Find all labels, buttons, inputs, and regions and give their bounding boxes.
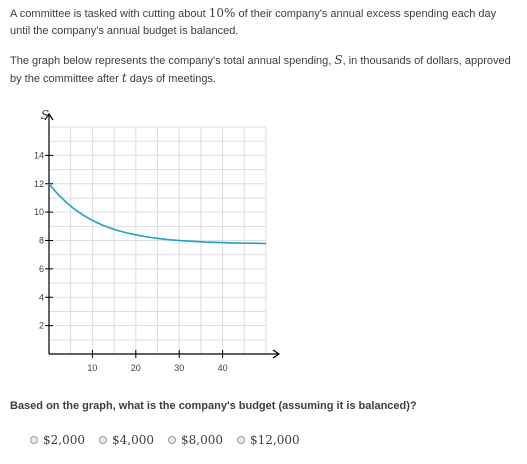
intro-text: days of meetings. (126, 73, 216, 85)
spending-curve (48, 183, 267, 245)
radio-button[interactable] (237, 436, 245, 444)
choice-3[interactable]: $8,000 (168, 433, 223, 447)
percent-value: 10% (208, 6, 236, 20)
chart-axes (44, 112, 281, 359)
choice-4[interactable]: $12,000 (237, 433, 300, 447)
radio-button[interactable] (30, 436, 38, 444)
intro-paragraph-1: A committee is tasked with cutting about… (10, 5, 518, 40)
y-tick-label: 12 (34, 179, 44, 189)
choice-label: $12,000 (250, 433, 300, 447)
question-text: Based on the graph, what is the company'… (10, 400, 417, 412)
chart-series (48, 183, 267, 245)
chart-grid (49, 126, 267, 354)
y-tick-label: 4 (39, 292, 44, 302)
y-axis-label: S (41, 108, 49, 122)
x-tick-label: 20 (131, 363, 141, 373)
x-tick-label: 30 (174, 363, 184, 373)
x-tick-label: 10 (87, 363, 97, 373)
chart-ticks: 10 20 30 40 2 4 6 8 10 12 14 (34, 150, 228, 373)
intro-text: A committee is tasked with cutting about (10, 8, 209, 20)
y-tick-label: 6 (39, 264, 44, 274)
y-tick-label: 14 (34, 150, 44, 160)
y-tick-label: 8 (39, 236, 44, 246)
choice-label: $4,000 (112, 433, 154, 447)
radio-button[interactable] (168, 436, 176, 444)
choice-2[interactable]: $4,000 (99, 433, 154, 447)
y-axis-arrow-icon (44, 112, 54, 121)
x-axis-arrow-icon (272, 349, 281, 359)
choice-label: $2,000 (43, 433, 85, 447)
intro-text: , in thousands of dollars, approved by t… (10, 55, 511, 85)
choice-1[interactable]: $2,000 (30, 433, 85, 447)
x-tick-label: 40 (218, 363, 228, 373)
intro-text: The graph below represents the company's… (10, 55, 335, 67)
variable-t: t (121, 71, 127, 85)
intro-paragraph-2: The graph below represents the company's… (10, 52, 518, 88)
y-tick-label: 2 (39, 321, 44, 331)
answer-choices: $2,000 $4,000 $8,000 $12,000 (30, 433, 314, 447)
choice-label: $8,000 (181, 433, 223, 447)
intro-text: of their company's annual excess spendin… (10, 8, 497, 37)
radio-button[interactable] (99, 436, 107, 444)
variable-s: S (334, 53, 343, 67)
y-tick-label: 10 (34, 207, 44, 217)
